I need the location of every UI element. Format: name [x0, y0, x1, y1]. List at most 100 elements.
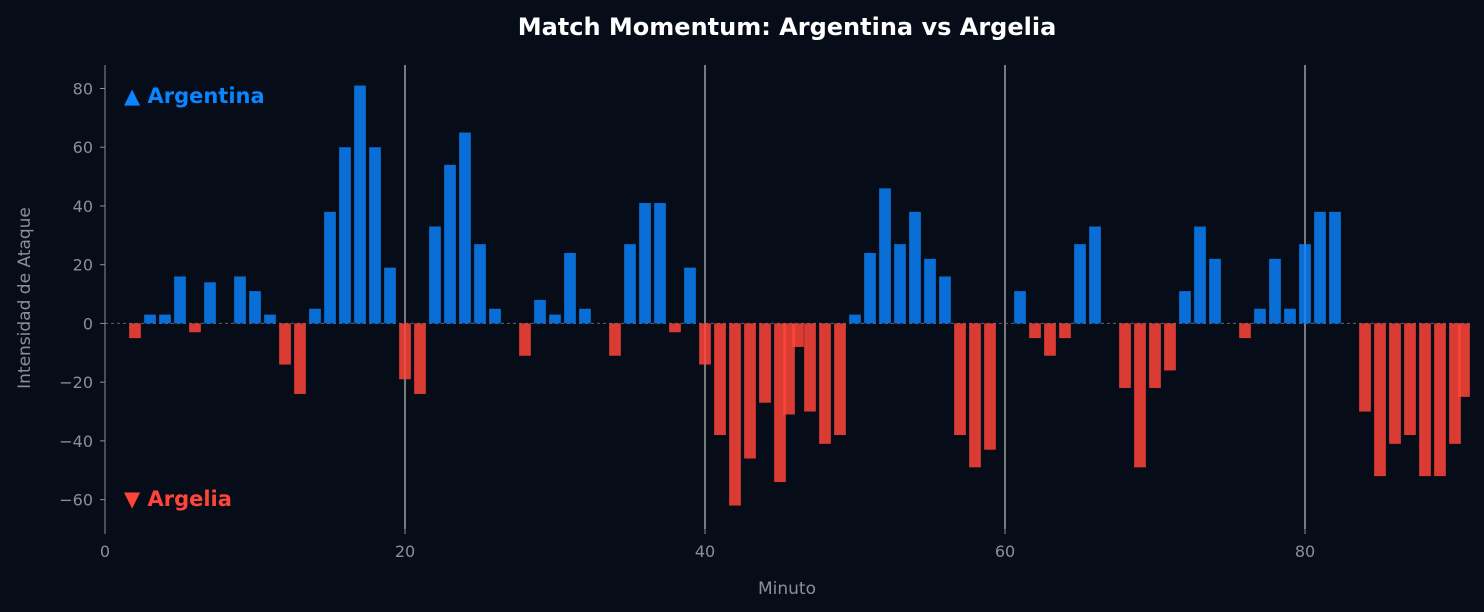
bar-argentina: [369, 147, 381, 324]
x-tick-label: 20: [395, 542, 415, 561]
bar-argelia: [1239, 323, 1251, 339]
y-tick-label: −20: [59, 373, 93, 392]
bar-argentina: [849, 314, 861, 324]
bar-argentina: [1314, 211, 1326, 324]
y-tick-label: 60: [73, 138, 93, 157]
bar-argelia: [759, 323, 771, 403]
bar-argentina: [1209, 258, 1221, 324]
bar-argentina: [384, 267, 396, 324]
bar-argelia: [1449, 323, 1461, 444]
bar-argelia: [729, 323, 741, 506]
y-tick-label: 0: [83, 314, 93, 333]
bar-argelia: [189, 323, 201, 333]
bar-argentina: [1329, 211, 1341, 324]
bar-argentina: [939, 276, 951, 324]
bar-argelia: [1134, 323, 1146, 468]
bar-argelia: [1404, 323, 1416, 436]
bar-argelia: [819, 323, 831, 444]
bar-argentina: [864, 252, 876, 324]
bar-argelia: [1389, 323, 1401, 444]
bar-argelia: [834, 323, 846, 436]
bar-argelia: [1164, 323, 1176, 371]
bar-argentina: [489, 308, 501, 324]
bars: [129, 85, 1470, 506]
x-ticks: 0 20 40 60 80: [100, 529, 1315, 561]
bar-argelia: [1044, 323, 1056, 356]
bar-argelia: [774, 323, 786, 483]
bar-argentina: [909, 211, 921, 324]
bar-argelia: [744, 323, 756, 459]
bar-argelia: [954, 323, 966, 436]
bar-argentina: [309, 308, 321, 324]
legend-argentina: ▲ Argentina: [124, 84, 265, 108]
bar-argentina: [324, 211, 336, 324]
bar-argelia: [1149, 323, 1161, 389]
bar-argentina: [1179, 291, 1191, 324]
bar-argentina: [624, 244, 636, 324]
bar-argentina: [444, 164, 456, 324]
x-axis-label: Minuto: [758, 579, 816, 599]
bar-argelia: [1419, 323, 1431, 477]
bar-argentina: [159, 314, 171, 324]
bar-argelia: [1029, 323, 1041, 339]
bar-argentina: [249, 291, 261, 324]
bar-argentina: [234, 276, 246, 324]
bar-argelia: [609, 323, 621, 356]
bar-argelia: [699, 323, 711, 365]
y-axis-label: Intensidad de Ataque: [15, 207, 35, 389]
bar-argentina: [1194, 226, 1206, 324]
chart-title: Match Momentum: Argentina vs Argelia: [518, 13, 1057, 41]
bar-argentina: [174, 276, 186, 324]
bar-argelia: [1359, 323, 1371, 412]
legend-argelia: ▼ Argelia: [124, 487, 232, 511]
x-tick-label: 60: [995, 542, 1015, 561]
bar-argelia: [294, 323, 306, 394]
bar-argentina: [1269, 258, 1281, 324]
bar-argentina: [264, 314, 276, 324]
bar-argelia: [1458, 323, 1470, 397]
bar-argelia: [804, 323, 816, 412]
bar-argelia: [714, 323, 726, 436]
bar-argentina: [144, 314, 156, 324]
bar-argelia: [279, 323, 291, 365]
bar-argelia: [984, 323, 996, 450]
bar-argentina: [1284, 308, 1296, 324]
x-tick-label: 0: [100, 542, 110, 561]
bar-argelia: [129, 323, 141, 339]
bar-argelia: [792, 323, 804, 347]
bar-argentina: [684, 267, 696, 324]
bar-argentina: [459, 132, 471, 324]
bar-argentina: [1299, 244, 1311, 324]
bar-argentina: [579, 308, 591, 324]
y-tick-label: −60: [59, 491, 93, 510]
y-tick-label: 20: [73, 256, 93, 275]
bar-argentina: [894, 244, 906, 324]
bar-argentina: [564, 252, 576, 324]
bar-argelia: [669, 323, 681, 333]
bar-argelia: [1374, 323, 1386, 477]
x-tick-label: 40: [695, 542, 715, 561]
bar-argentina: [354, 85, 366, 324]
bar-argentina: [549, 314, 561, 324]
bar-argelia: [783, 323, 795, 415]
bar-argentina: [654, 203, 666, 324]
y-tick-label: 40: [73, 197, 93, 216]
bar-argentina: [1074, 244, 1086, 324]
bar-argelia: [969, 323, 981, 468]
bar-argelia: [414, 323, 426, 394]
bar-argelia: [519, 323, 531, 356]
y-tick-label: −40: [59, 432, 93, 451]
y-tick-label: 80: [73, 79, 93, 98]
bar-argentina: [339, 147, 351, 324]
bar-argelia: [1434, 323, 1446, 477]
bar-argelia: [1059, 323, 1071, 339]
period-lines: [404, 65, 1306, 529]
bar-argentina: [1254, 308, 1266, 324]
bar-argentina: [204, 282, 216, 324]
bar-argentina: [879, 188, 891, 324]
plot-area: [105, 65, 1470, 529]
y-ticks: −60 −40 −20 0 20 40 60 80: [59, 79, 105, 510]
bar-argentina: [1014, 291, 1026, 324]
bar-argelia: [1119, 323, 1131, 389]
